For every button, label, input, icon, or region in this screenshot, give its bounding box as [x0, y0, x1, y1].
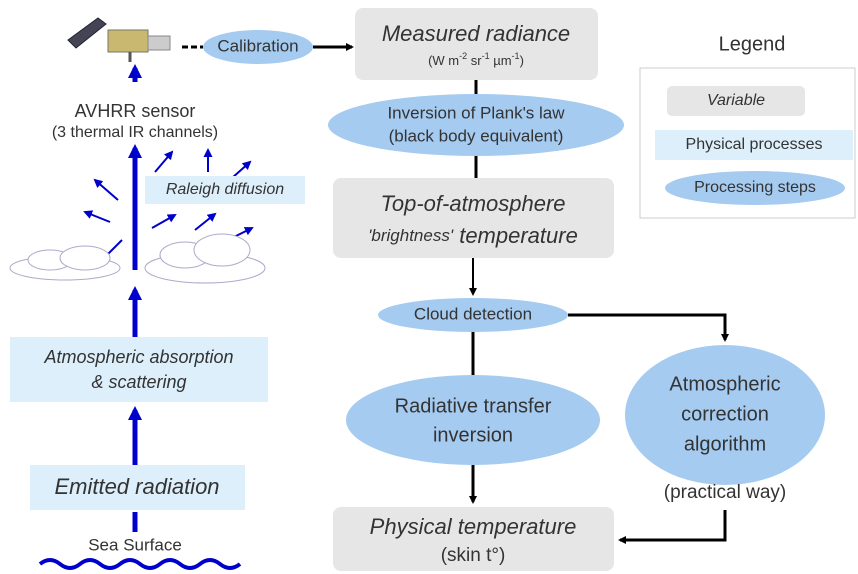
variable-box: [333, 507, 614, 571]
variable-box: [333, 178, 614, 258]
measured-title: Measured radiance: [382, 21, 570, 46]
practical-label: (practical way): [664, 482, 786, 503]
legend-swatch: [667, 86, 805, 116]
measured-units: (W m-2 sr-1 µm-1): [428, 51, 524, 68]
inversion-label: Inversion of Plank's law: [387, 103, 565, 122]
unit: -1: [512, 51, 520, 61]
radiative-label: Radiative transfer: [395, 395, 552, 417]
step-ellipse: [625, 345, 825, 485]
correction-label: correction: [681, 403, 769, 425]
legend-label: Variable: [707, 92, 765, 109]
calibration-label: Calibration: [217, 36, 298, 55]
physical-title: Physical temperature: [370, 514, 577, 539]
arrow: [618, 510, 727, 544]
unit: -1: [482, 51, 490, 61]
wave: [38, 558, 242, 570]
emitted-label: Emitted radiation: [54, 474, 219, 499]
unit: ): [520, 53, 524, 68]
inversion-label: (black body equivalent): [389, 126, 564, 145]
step-ellipse: [346, 375, 600, 465]
toa-label: 'brightness' temperature: [368, 223, 578, 248]
correction-label: Atmospheric: [669, 373, 780, 395]
diffusion-label: Raleigh diffusion: [166, 181, 284, 198]
step-ellipse: [328, 94, 624, 156]
legend-label: Processing steps: [694, 179, 816, 196]
sensor-label: AVHRR sensor: [75, 101, 196, 121]
absorption-label: Atmospheric absorption: [43, 347, 233, 367]
process-box: [10, 337, 268, 402]
cloud-label: Cloud detection: [414, 304, 532, 323]
process-box: [145, 176, 305, 204]
legend-box: [639, 67, 856, 219]
unit: sr: [467, 53, 482, 68]
step-ellipse: [203, 30, 313, 64]
cloud-icon: [9, 233, 266, 284]
variable-box: [355, 8, 598, 80]
unit: -2: [459, 51, 467, 61]
legend-swatch: [665, 171, 845, 205]
satellite-icon: [67, 17, 171, 62]
unit: (W m: [428, 53, 459, 68]
legend-swatch: [655, 130, 853, 160]
legend-label: Physical processes: [686, 136, 823, 153]
toa-label: Top-of-atmosphere: [380, 191, 565, 216]
absorption-label: & scattering: [91, 372, 186, 392]
surface-label: Sea Surface: [88, 535, 182, 554]
process-box: [30, 465, 245, 510]
step-ellipse: [378, 298, 568, 332]
unit: µm: [490, 53, 512, 68]
arrow: [568, 313, 729, 342]
toa-part: temperature: [453, 223, 578, 248]
toa-part: 'brightness': [368, 226, 454, 245]
physical-sub: (skin t°): [441, 545, 506, 566]
legend-title: Legend: [719, 33, 786, 55]
correction-label: algorithm: [684, 433, 766, 455]
sensor-channels: (3 thermal IR channels): [52, 124, 218, 141]
radiative-label: inversion: [433, 424, 513, 446]
